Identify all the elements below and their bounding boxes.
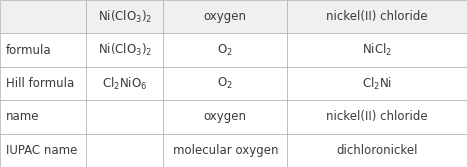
Bar — [287, 33, 467, 67]
Bar — [0, 134, 86, 167]
Text: Hill formula: Hill formula — [6, 77, 74, 90]
Text: nickel(II) chloride: nickel(II) chloride — [326, 10, 428, 23]
Bar — [86, 0, 163, 33]
Bar — [163, 100, 287, 134]
Text: $\mathregular{NiCl_2}$: $\mathregular{NiCl_2}$ — [362, 42, 392, 58]
Text: formula: formula — [6, 44, 51, 57]
Bar — [163, 33, 287, 67]
Bar — [0, 67, 86, 100]
Text: name: name — [6, 110, 39, 123]
Bar — [163, 67, 287, 100]
Bar — [86, 33, 163, 67]
Bar — [287, 67, 467, 100]
Bar — [287, 134, 467, 167]
Bar — [163, 0, 287, 33]
Text: $\mathregular{O_2}$: $\mathregular{O_2}$ — [218, 76, 233, 91]
Text: dichloronickel: dichloronickel — [336, 144, 418, 157]
Bar — [86, 134, 163, 167]
Text: $\mathregular{O_2}$: $\mathregular{O_2}$ — [218, 43, 233, 58]
Text: nickel(II) chloride: nickel(II) chloride — [326, 110, 428, 123]
Bar — [0, 0, 86, 33]
Text: $\mathregular{Cl_2NiO_6}$: $\mathregular{Cl_2NiO_6}$ — [102, 75, 148, 92]
Bar — [0, 33, 86, 67]
Bar — [86, 67, 163, 100]
Text: $\mathregular{Ni(ClO_3)_2}$: $\mathregular{Ni(ClO_3)_2}$ — [98, 42, 152, 58]
Text: $\mathregular{Cl_2Ni}$: $\mathregular{Cl_2Ni}$ — [362, 75, 392, 92]
Bar — [163, 134, 287, 167]
Text: oxygen: oxygen — [204, 110, 247, 123]
Text: molecular oxygen: molecular oxygen — [173, 144, 278, 157]
Text: oxygen: oxygen — [204, 10, 247, 23]
Bar — [287, 0, 467, 33]
Text: IUPAC name: IUPAC name — [6, 144, 77, 157]
Bar — [86, 100, 163, 134]
Bar — [287, 100, 467, 134]
Text: $\mathregular{Ni(ClO_3)_2}$: $\mathregular{Ni(ClO_3)_2}$ — [98, 9, 152, 25]
Bar — [0, 100, 86, 134]
